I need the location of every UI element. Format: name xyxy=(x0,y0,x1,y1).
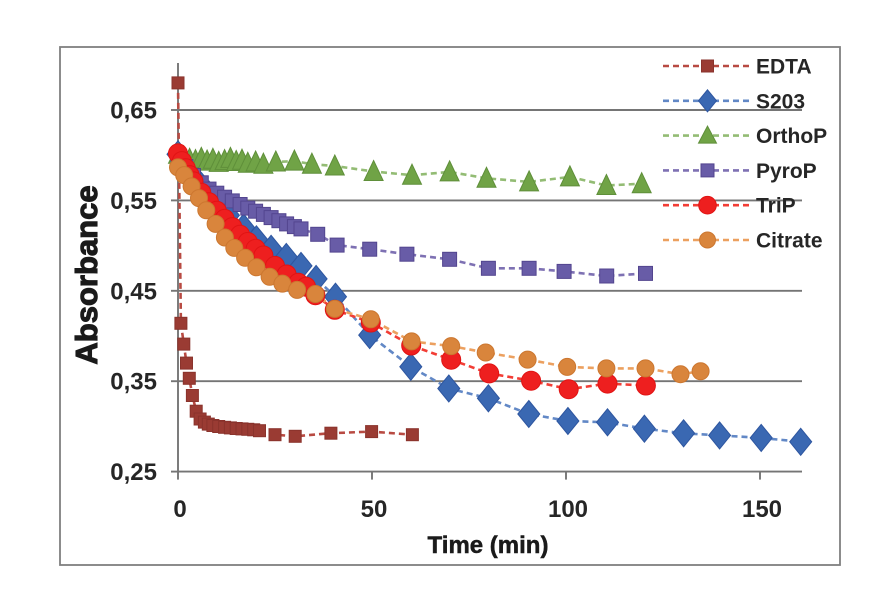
svg-text:Time (min): Time (min) xyxy=(428,532,549,559)
svg-text:Citrate: Citrate xyxy=(756,230,823,253)
svg-text:OrthoP: OrthoP xyxy=(756,125,827,148)
svg-text:0,55: 0,55 xyxy=(110,188,157,215)
svg-text:0,45: 0,45 xyxy=(110,278,157,305)
svg-text:0,35: 0,35 xyxy=(110,369,157,396)
svg-text:0,65: 0,65 xyxy=(110,98,157,125)
svg-text:S203: S203 xyxy=(756,90,805,113)
svg-text:EDTA: EDTA xyxy=(756,56,812,79)
svg-text:TriP: TriP xyxy=(756,195,796,218)
svg-text:Absorbance: Absorbance xyxy=(69,185,104,364)
svg-text:0,25: 0,25 xyxy=(110,459,157,486)
svg-text:50: 50 xyxy=(361,496,388,523)
svg-text:150: 150 xyxy=(742,496,782,523)
svg-text:0: 0 xyxy=(173,496,186,523)
svg-text:100: 100 xyxy=(548,496,588,523)
svg-text:PyroP: PyroP xyxy=(756,160,817,183)
